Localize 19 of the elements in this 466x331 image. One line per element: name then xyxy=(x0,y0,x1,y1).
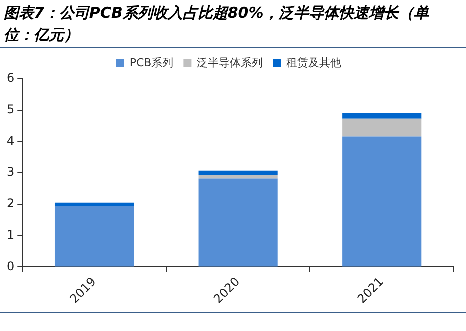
y-tick-label: 5 xyxy=(6,102,15,116)
legend-label: 泛半导体系列 xyxy=(197,56,264,70)
bar xyxy=(198,178,278,267)
y-tick-label: 4 xyxy=(6,134,15,148)
bar xyxy=(54,206,134,267)
legend-label: 租赁及其他 xyxy=(286,56,342,70)
y-tick-label: 2 xyxy=(6,196,15,211)
chart-title: 图表7：公司PCB系列收入占比超80%，泛半导体快速增长（单位：亿元） xyxy=(4,3,430,46)
y-tick-label: 3 xyxy=(6,165,15,180)
y-tick-label: 6 xyxy=(6,71,15,86)
bar xyxy=(198,174,278,179)
bar xyxy=(342,113,422,119)
y-tick-label: 0 xyxy=(6,259,15,274)
bar xyxy=(54,202,134,206)
y-tick-label: 1 xyxy=(6,228,15,242)
bar xyxy=(342,118,422,137)
bar xyxy=(342,136,422,267)
bar xyxy=(198,170,278,175)
legend-label: PCB系列 xyxy=(130,56,174,70)
